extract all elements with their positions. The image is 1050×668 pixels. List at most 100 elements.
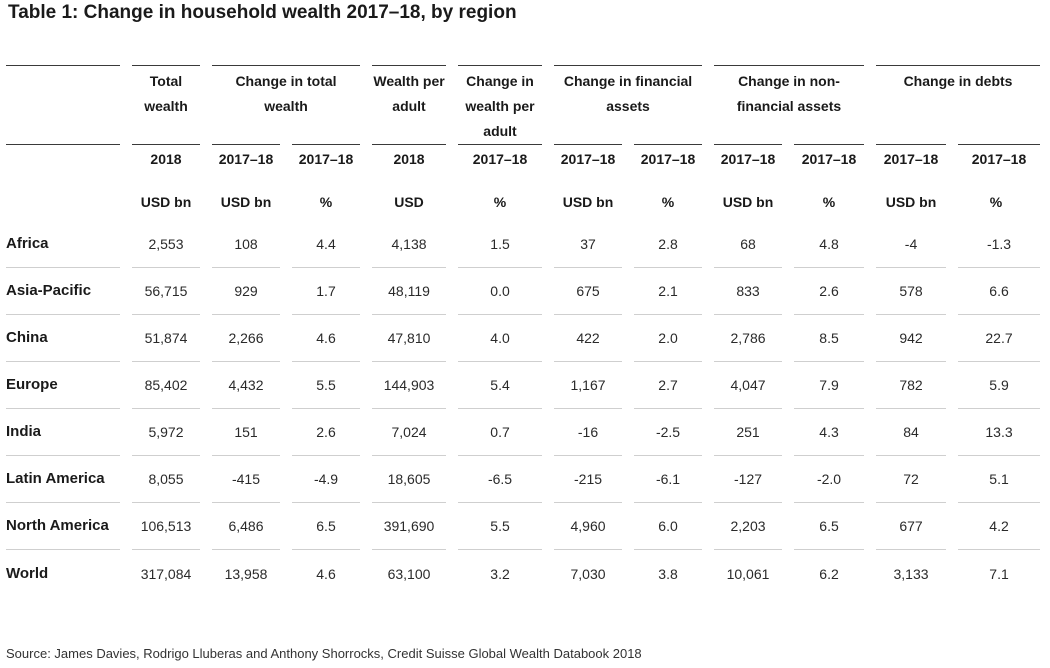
group-header-row: Total wealth Change in total wealth Weal… <box>6 62 1041 144</box>
value-cell: 251 <box>708 409 788 456</box>
value-cell: 4.3 <box>788 409 870 456</box>
region-cell: Latin America <box>6 456 126 503</box>
header-change-nonfinancial-assets: Change in non-financial assets <box>708 62 870 144</box>
value-cell: 4,047 <box>708 362 788 409</box>
header-change-debts: Change in debts <box>870 62 1041 144</box>
table-body: Africa 2,553 108 4.4 4,138 1.5 37 2.8 68 4.8 -4 -1.… <box>6 221 1041 597</box>
region-cell: India <box>6 409 126 456</box>
value-cell: 13,958 <box>224 565 268 582</box>
value-cell: 85,402 <box>126 362 206 409</box>
value-cell: 6.2 <box>819 565 839 582</box>
value-cell: 1,167 <box>548 362 628 409</box>
value-cell: 1.5 <box>452 221 548 268</box>
year-header: 2017–18 <box>452 144 548 175</box>
value-cell: 675 <box>548 268 628 315</box>
unit-header: USD bn <box>220 194 272 210</box>
value-cell: 942 <box>870 315 952 362</box>
value-cell: -127 <box>708 456 788 503</box>
unit-header: % <box>661 194 675 210</box>
value-cell: 4,138 <box>366 221 452 268</box>
region-cell: World <box>6 564 49 582</box>
unit-header-region <box>6 175 126 221</box>
unit-header: USD bn <box>722 194 774 210</box>
year-header: 2017–18 <box>952 144 1041 175</box>
value-cell: 4.6 <box>316 565 336 582</box>
value-cell: 8,055 <box>126 456 206 503</box>
value-cell: 578 <box>870 268 952 315</box>
value-cell: 37 <box>548 221 628 268</box>
value-cell: -2.5 <box>628 409 708 456</box>
value-cell: 2,203 <box>708 503 788 550</box>
value-cell: 6,486 <box>206 503 286 550</box>
value-cell: 3,133 <box>893 565 929 582</box>
table-row: World 317,084 13,958 4.6 63,100 3.2 7,030 3.8 10… <box>6 550 1040 597</box>
value-cell: 18,605 <box>366 456 452 503</box>
header-region <box>6 62 126 144</box>
value-cell: 47,810 <box>366 315 452 362</box>
year-header-region <box>6 144 126 175</box>
value-cell: 391,690 <box>366 503 452 550</box>
value-cell: 1.7 <box>286 268 366 315</box>
unit-header: USD <box>394 194 424 210</box>
value-cell: 422 <box>548 315 628 362</box>
year-header: 2017–18 <box>708 144 788 175</box>
year-header: 2018 <box>126 144 206 175</box>
value-cell: -6.5 <box>452 456 548 503</box>
table-row: Europe 85,402 4,432 5.5 144,903 5.4 1,167 2.7 4,… <box>6 362 1041 409</box>
wealth-table-container: Total wealth Change in total wealth Weal… <box>6 62 1041 597</box>
value-cell: -6.1 <box>628 456 708 503</box>
value-cell: 7.9 <box>788 362 870 409</box>
value-cell: 10,061 <box>726 565 770 582</box>
value-cell: 677 <box>870 503 952 550</box>
source-note: Source: James Davies, Rodrigo Lluberas a… <box>6 646 642 661</box>
header-change-total-wealth: Change in total wealth <box>206 62 366 144</box>
value-cell: 2.0 <box>628 315 708 362</box>
unit-header: USD bn <box>140 194 192 210</box>
region-cell: China <box>6 315 126 362</box>
value-cell: 4.6 <box>286 315 366 362</box>
unit-header-row: USD bn USD bn % USD % USD bn % USD bn % … <box>6 175 1040 221</box>
region-cell: Africa <box>6 221 126 268</box>
table-row: China 51,874 2,266 4.6 47,810 4.0 422 2.0 2,786 8… <box>6 315 1041 362</box>
value-cell: 4,432 <box>206 362 286 409</box>
value-cell: 2,266 <box>206 315 286 362</box>
value-cell: 68 <box>708 221 788 268</box>
table-row: Latin America 8,055 -415 -4.9 18,605 -6.5 -215… <box>6 456 1041 503</box>
header-total-wealth: Total wealth <box>126 62 206 144</box>
value-cell: 144,903 <box>366 362 452 409</box>
value-cell: -1.3 <box>952 221 1041 268</box>
value-cell: 2.7 <box>628 362 708 409</box>
value-cell: 108 <box>206 221 286 268</box>
table-row: Africa 2,553 108 4.4 4,138 1.5 37 2.8 68 4.8 -4 -1.… <box>6 221 1041 268</box>
region-cell: North America <box>6 503 126 550</box>
year-header: 2017–18 <box>206 144 286 175</box>
table-row: Asia-Pacific 56,715 929 1.7 48,119 0.0 675 2.1 8… <box>6 268 1041 315</box>
value-cell: 22.7 <box>952 315 1041 362</box>
value-cell: 3.2 <box>490 565 510 582</box>
header-change-wealth-per-adult: Change in wealth per adult <box>452 62 548 144</box>
value-cell: 2,786 <box>708 315 788 362</box>
value-cell: 0.0 <box>452 268 548 315</box>
year-header-row: 2018 2017–18 2017–18 2018 2017–18 2017–1… <box>6 144 1041 175</box>
unit-header: % <box>822 194 836 210</box>
value-cell: 2.8 <box>628 221 708 268</box>
value-cell: 56,715 <box>126 268 206 315</box>
unit-header: % <box>989 194 1003 210</box>
unit-header: % <box>493 194 507 210</box>
value-cell: 782 <box>870 362 952 409</box>
header-change-financial-assets: Change in financial assets <box>548 62 708 144</box>
value-cell: 7,024 <box>366 409 452 456</box>
value-cell: 5.1 <box>952 456 1041 503</box>
value-cell: 5,972 <box>126 409 206 456</box>
value-cell: 2.6 <box>788 268 870 315</box>
value-cell: 13.3 <box>952 409 1041 456</box>
value-cell: -215 <box>548 456 628 503</box>
value-cell: 6.5 <box>788 503 870 550</box>
value-cell: 6.5 <box>286 503 366 550</box>
value-cell: 5.5 <box>452 503 548 550</box>
value-cell: 151 <box>206 409 286 456</box>
year-header: 2017–18 <box>628 144 708 175</box>
value-cell: -16 <box>548 409 628 456</box>
table-title: Table 1: Change in household wealth 2017… <box>8 2 517 23</box>
value-cell: 48,119 <box>366 268 452 315</box>
